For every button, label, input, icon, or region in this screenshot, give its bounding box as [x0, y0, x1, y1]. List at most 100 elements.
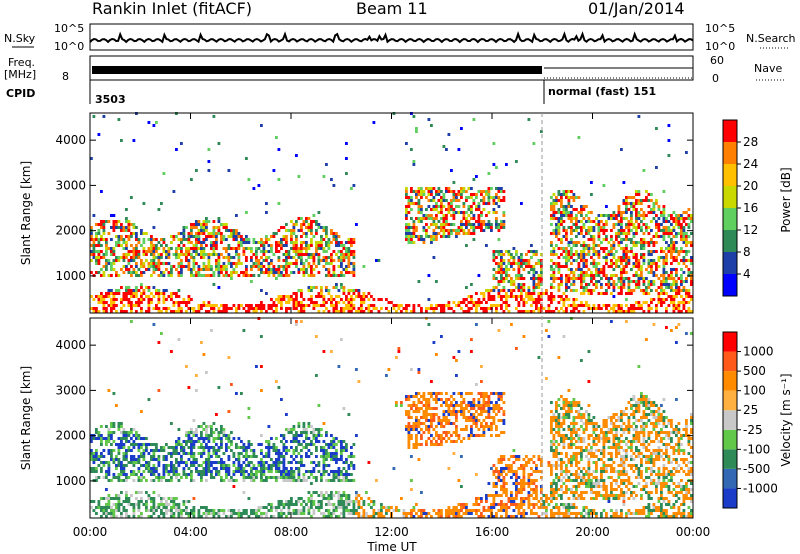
data-cell — [627, 310, 631, 313]
data-cell — [207, 509, 211, 512]
data-cell — [195, 470, 198, 473]
data-cell — [652, 208, 656, 211]
data-cell — [107, 464, 111, 467]
data-cell — [217, 262, 221, 265]
data-cell — [180, 253, 183, 256]
data-cell — [170, 310, 173, 313]
data-cell — [390, 301, 393, 304]
data-cell — [237, 509, 241, 512]
data-cell — [522, 262, 526, 265]
data-cell — [347, 464, 351, 467]
data-cell — [680, 226, 683, 229]
data-cell — [412, 220, 416, 223]
data-cell — [387, 301, 391, 304]
data-cell — [155, 265, 158, 268]
data-cell — [540, 130, 543, 133]
data-cell — [325, 431, 328, 434]
data-cell — [470, 295, 473, 298]
data-cell — [552, 193, 556, 196]
data-cell — [687, 295, 691, 298]
data-cell — [265, 479, 268, 482]
data-cell — [102, 253, 106, 256]
data-cell — [97, 458, 101, 461]
data-cell — [302, 298, 306, 301]
data-cell — [145, 443, 148, 446]
data-cell — [322, 298, 326, 301]
data-cell — [335, 253, 338, 256]
data-cell — [457, 232, 461, 235]
data-cell — [500, 271, 503, 274]
data-cell — [607, 241, 611, 244]
data-cell — [237, 464, 241, 467]
data-cell — [595, 283, 598, 286]
data-cell — [240, 238, 243, 241]
data-cell — [460, 193, 463, 196]
data-cell — [297, 253, 301, 256]
data-cell — [120, 244, 123, 247]
data-cell — [405, 211, 408, 214]
data-cell — [500, 199, 503, 202]
data-cell — [232, 304, 236, 307]
data-cell — [352, 256, 356, 259]
data-cell — [217, 449, 221, 452]
data-cell — [110, 274, 113, 277]
data-cell — [407, 226, 411, 229]
data-cell — [170, 292, 173, 295]
data-cell — [215, 461, 218, 464]
data-cell — [135, 458, 138, 461]
data-cell — [297, 250, 301, 253]
data-cell — [567, 280, 571, 283]
data-cell — [305, 220, 308, 223]
data-cell — [147, 443, 151, 446]
data-cell — [605, 307, 608, 310]
data-cell — [202, 223, 206, 226]
data-cell — [607, 277, 611, 280]
data-cell — [655, 307, 658, 310]
data-cell — [337, 365, 341, 368]
data-cell — [667, 247, 671, 250]
data-cell — [200, 226, 203, 229]
data-cell — [452, 208, 456, 211]
data-cell — [605, 256, 608, 259]
data-cell — [202, 232, 206, 235]
data-cell — [182, 265, 186, 268]
data-cell — [137, 467, 141, 470]
data-cell — [410, 368, 413, 371]
data-cell — [295, 437, 298, 440]
data-cell — [407, 431, 411, 434]
data-cell — [280, 512, 283, 515]
data-cell — [145, 464, 148, 467]
data-cell — [100, 292, 103, 295]
data-cell — [312, 509, 316, 512]
data-cell — [287, 265, 291, 268]
data-cell — [192, 440, 196, 443]
data-cell — [122, 437, 126, 440]
data-cell — [122, 310, 126, 313]
data-cell — [165, 506, 168, 509]
data-cell — [325, 241, 328, 244]
data-cell — [485, 190, 488, 193]
data-cell — [312, 461, 316, 464]
data-cell — [227, 169, 231, 172]
data-cell — [587, 250, 591, 253]
data-cell — [295, 500, 298, 503]
data-cell — [430, 208, 433, 211]
data-cell — [180, 262, 183, 265]
data-cell — [252, 512, 256, 515]
data-cell — [450, 190, 453, 193]
data-cell — [670, 283, 673, 286]
data-cell — [565, 190, 568, 193]
data-cell — [345, 172, 348, 175]
data-cell — [565, 235, 568, 238]
data-cell — [680, 259, 683, 262]
data-cell — [352, 509, 356, 512]
data-cell — [652, 262, 656, 265]
data-cell — [285, 449, 288, 452]
data-cell — [485, 301, 488, 304]
data-cell — [155, 250, 158, 253]
data-cell — [127, 449, 131, 452]
data-cell — [650, 265, 653, 268]
data-cell — [297, 497, 301, 500]
data-cell — [150, 250, 153, 253]
data-cell — [190, 512, 193, 515]
